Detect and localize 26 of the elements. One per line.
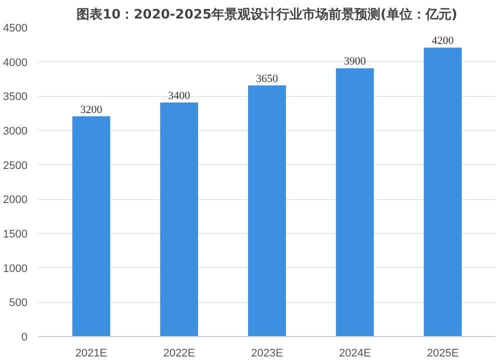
bar [424,48,462,336]
x-tick-label: 2023E [251,348,283,360]
bar [336,68,374,336]
y-tick-label: 3500 [3,91,28,104]
chart-title: 图表10：2020-2025年景观设计行业市场前景预测(单位：亿元) [76,6,458,22]
y-tick-label: 1000 [3,262,28,275]
y-tick-label: 2000 [3,194,28,206]
data-label: 4200 [432,35,454,48]
bar [72,116,110,336]
y-tick-label: 4000 [3,56,28,69]
bar [248,85,286,336]
x-tick-label: 2022E [163,348,196,360]
y-tick-label: 2500 [3,160,28,172]
x-tick-label: 2025E [426,348,459,360]
y-tick-label: 0 [21,332,28,344]
y-tick-label: 1500 [3,228,28,240]
data-label: 3200 [80,104,103,116]
x-tick-label: 2021E [75,348,108,360]
data-label: 3900 [344,56,366,68]
y-tick-label: 500 [9,297,28,310]
y-tick-label: 3000 [3,126,28,138]
y-tick-label: 4500 [3,22,28,34]
data-label: 3650 [256,72,278,85]
bar [160,102,198,336]
x-tick-label: 2024E [338,348,371,360]
data-label: 3400 [168,90,191,102]
